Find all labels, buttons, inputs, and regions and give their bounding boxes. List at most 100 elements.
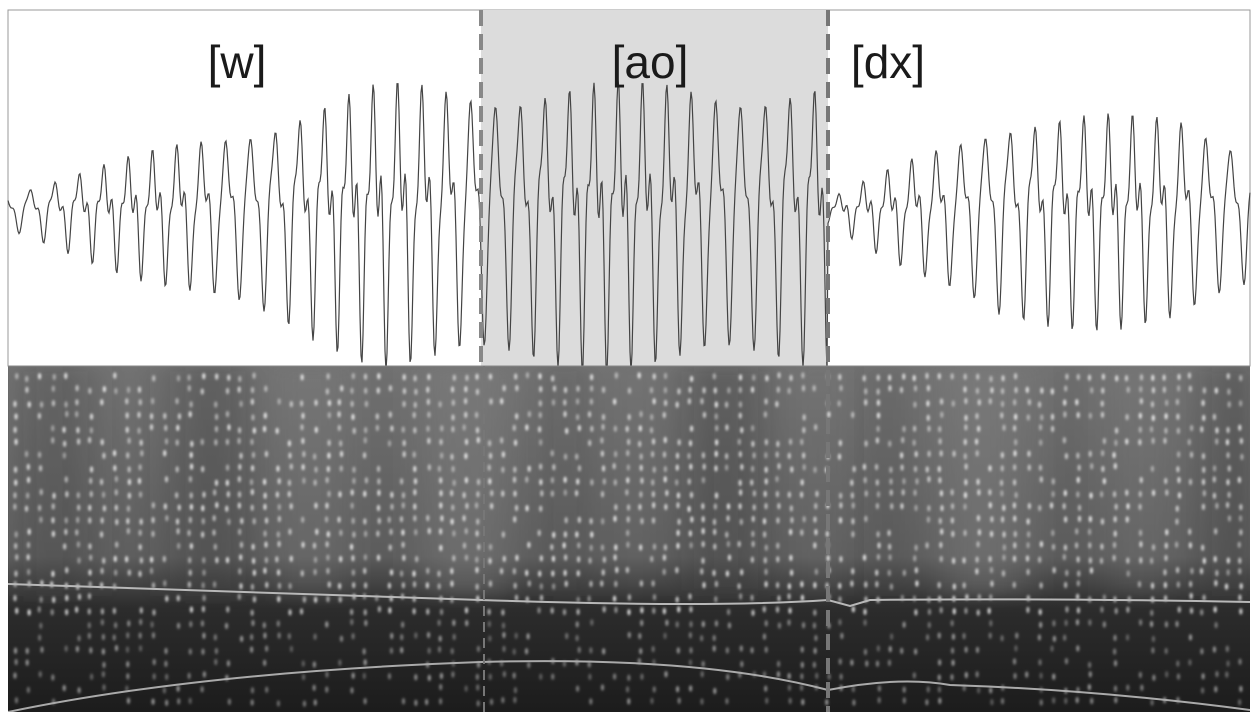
harmonic-dot bbox=[587, 661, 591, 668]
harmonic-dot bbox=[588, 557, 592, 564]
harmonic-dot bbox=[440, 425, 444, 432]
harmonic-dot bbox=[700, 398, 704, 405]
harmonic-dot bbox=[939, 450, 943, 457]
harmonic-dot bbox=[238, 528, 242, 536]
harmonic-dot bbox=[25, 647, 29, 655]
harmonic-dot bbox=[575, 659, 579, 666]
harmonic-dot bbox=[88, 569, 92, 576]
harmonic-dot bbox=[126, 386, 131, 394]
streak bbox=[806, 366, 814, 596]
harmonic-dot bbox=[287, 479, 292, 487]
harmonic-dot bbox=[76, 492, 80, 499]
harmonic-dot bbox=[275, 556, 279, 563]
harmonic-dot bbox=[675, 685, 680, 693]
harmonic-dot bbox=[27, 609, 31, 616]
harmonic-dot bbox=[1100, 411, 1105, 418]
harmonic-dot bbox=[302, 450, 306, 458]
harmonic-dot bbox=[165, 514, 169, 522]
harmonic-dot bbox=[126, 673, 130, 680]
harmonic-dot bbox=[264, 385, 268, 392]
harmonic-dot bbox=[1038, 464, 1043, 471]
harmonic-dot bbox=[877, 685, 881, 692]
harmonic-dot bbox=[676, 492, 681, 499]
harmonic-dot bbox=[626, 449, 630, 457]
harmonic-dot bbox=[1215, 569, 1219, 577]
harmonic-dot bbox=[227, 698, 231, 705]
harmonic-dot bbox=[988, 555, 992, 563]
harmonic-dot bbox=[765, 375, 769, 382]
harmonic-dot bbox=[350, 502, 354, 509]
harmonic-dot bbox=[876, 645, 880, 652]
harmonic-dot bbox=[187, 529, 191, 537]
harmonic-dot bbox=[1112, 554, 1116, 562]
harmonic-dot bbox=[789, 554, 793, 562]
harmonic-dot bbox=[863, 619, 867, 626]
harmonic-dot bbox=[437, 465, 441, 472]
harmonic-dot bbox=[151, 502, 155, 509]
harmonic-dot bbox=[164, 647, 168, 655]
harmonic-dot bbox=[701, 620, 705, 628]
harmonic-dot bbox=[801, 385, 806, 392]
harmonic-dot bbox=[212, 581, 217, 588]
harmonic-dot bbox=[137, 386, 142, 393]
harmonic-dot bbox=[1027, 399, 1032, 406]
harmonic-dot bbox=[426, 631, 431, 639]
harmonic-dot bbox=[662, 451, 667, 458]
harmonic-dot bbox=[314, 466, 318, 473]
harmonic-dot bbox=[1026, 518, 1030, 525]
harmonic-dot bbox=[1076, 452, 1080, 459]
harmonic-dot bbox=[1226, 660, 1230, 667]
harmonic-dot bbox=[474, 502, 479, 509]
streak bbox=[456, 366, 464, 596]
harmonic-dot bbox=[913, 489, 917, 496]
harmonic-dot bbox=[950, 517, 954, 524]
harmonic-dot bbox=[276, 569, 281, 576]
harmonic-dot bbox=[462, 542, 467, 549]
harmonic-dot bbox=[363, 697, 367, 705]
harmonic-dot bbox=[364, 387, 368, 394]
harmonic-dot bbox=[87, 608, 91, 615]
harmonic-dot bbox=[701, 516, 705, 523]
harmonic-dot bbox=[390, 503, 394, 511]
harmonic-dot bbox=[889, 583, 894, 590]
harmonic-dot bbox=[13, 672, 17, 679]
harmonic-dot bbox=[1065, 606, 1069, 613]
harmonic-dot bbox=[64, 476, 68, 483]
harmonic-dot bbox=[912, 425, 917, 432]
harmonic-dot bbox=[914, 648, 918, 655]
harmonic-dot bbox=[200, 388, 204, 395]
harmonic-dot bbox=[1113, 530, 1117, 537]
harmonic-dot bbox=[1113, 462, 1117, 470]
harmonic-dot bbox=[64, 517, 68, 524]
harmonic-dot bbox=[325, 686, 329, 693]
harmonic-dot bbox=[576, 570, 580, 577]
harmonic-dot bbox=[738, 412, 742, 419]
harmonic-dot bbox=[626, 529, 630, 537]
harmonic-dot bbox=[764, 581, 768, 588]
harmonic-dot bbox=[940, 528, 944, 535]
harmonic-dot bbox=[939, 490, 944, 497]
harmonic-dot bbox=[627, 594, 632, 601]
harmonic-dot bbox=[13, 466, 18, 473]
harmonic-dot bbox=[701, 476, 706, 484]
harmonic-dot bbox=[1163, 437, 1167, 444]
harmonic-dot bbox=[137, 427, 141, 434]
harmonic-dot bbox=[500, 437, 504, 444]
harmonic-dot bbox=[1012, 479, 1017, 486]
harmonic-dot bbox=[939, 606, 943, 614]
harmonic-dot bbox=[1138, 439, 1142, 446]
harmonic-dot bbox=[750, 479, 754, 486]
harmonic-dot bbox=[452, 633, 456, 641]
harmonic-dot bbox=[613, 479, 617, 486]
harmonic-dot bbox=[700, 568, 704, 575]
harmonic-dot bbox=[800, 479, 804, 486]
harmonic-dot bbox=[764, 466, 768, 473]
harmonic-dot bbox=[802, 516, 806, 523]
harmonic-dot bbox=[414, 699, 418, 707]
harmonic-dot bbox=[750, 386, 755, 393]
harmonic-dot bbox=[927, 450, 931, 458]
harmonic-dot bbox=[588, 673, 592, 681]
harmonic-dot bbox=[1000, 697, 1005, 705]
harmonic-dot bbox=[675, 464, 679, 471]
harmonic-dot bbox=[675, 596, 679, 603]
